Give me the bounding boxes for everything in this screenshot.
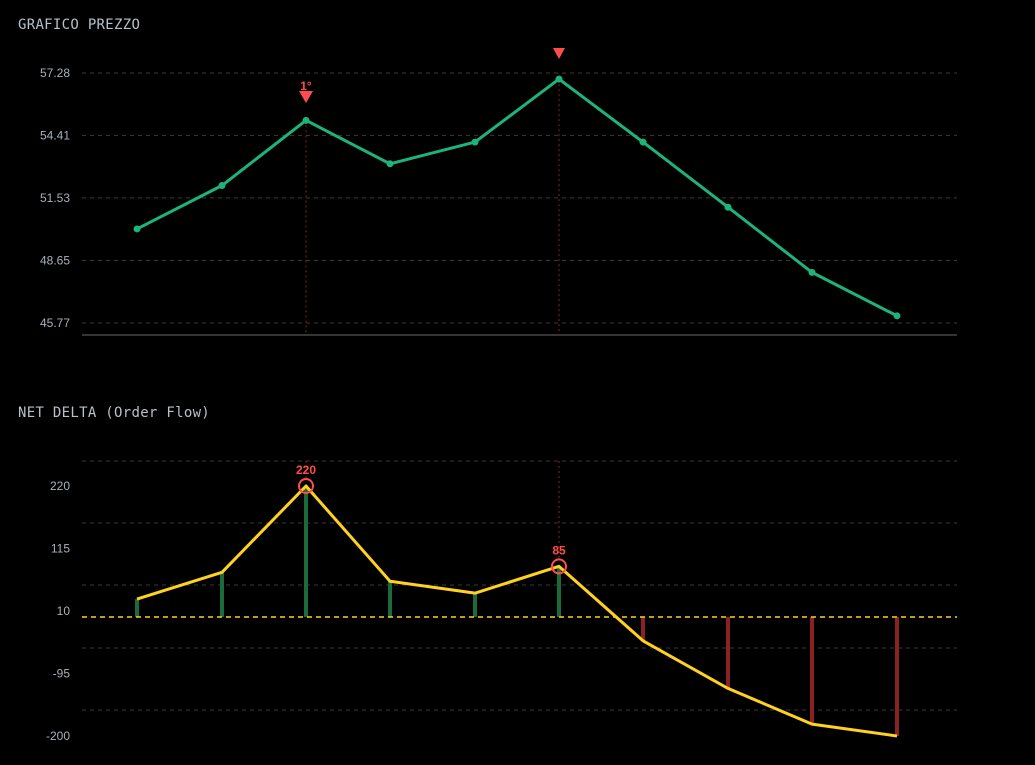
peak-marker-icon <box>553 48 565 59</box>
price-point <box>639 138 647 146</box>
price-point <box>218 182 226 190</box>
price-point <box>302 116 310 124</box>
price-y-tick: 57.28 <box>40 66 70 80</box>
delta-highlight-label: 85 <box>552 543 566 557</box>
price-point <box>386 160 394 168</box>
delta-highlight-ring <box>551 558 567 575</box>
delta-bar-positive <box>473 593 477 617</box>
price-point <box>471 138 479 146</box>
price-point <box>133 225 141 233</box>
delta-bar-negative <box>895 616 899 736</box>
delta-series-line <box>136 484 898 738</box>
price-y-tick: 48.65 <box>40 253 70 267</box>
delta-bar-positive <box>388 581 392 617</box>
delta-highlight-ring <box>298 478 314 494</box>
delta-bar-negative <box>726 616 730 689</box>
delta-bar-positive <box>135 599 139 617</box>
price-y-tick: 51.53 <box>40 191 70 205</box>
delta-bar-negative <box>810 616 814 725</box>
peak-marker-icon <box>299 91 313 103</box>
delta-bar-positive <box>304 486 308 617</box>
price-point <box>724 203 732 211</box>
delta-y-tick: 115 <box>51 542 70 556</box>
delta-y-tick: 220 <box>50 479 70 493</box>
price-chart-title: GRAFICO PREZZO <box>18 17 141 33</box>
price-series-line <box>136 77 898 318</box>
price-y-tick: 54.41 <box>40 128 70 142</box>
price-point <box>555 75 563 83</box>
delta-highlight-label: 220 <box>296 463 316 477</box>
price-point <box>893 312 901 320</box>
delta-y-tick: -95 <box>53 667 71 681</box>
price-marker-label: 1° <box>300 79 312 93</box>
price-y-tick: 45.77 <box>40 316 70 330</box>
delta-bar-positive <box>557 566 561 617</box>
delta-chart-title: NET DELTA (Order Flow) <box>18 405 211 421</box>
price-point <box>808 268 816 276</box>
delta-y-tick: -200 <box>46 729 70 743</box>
delta-y-tick: 10 <box>57 604 71 618</box>
delta-bar-negative <box>641 616 645 641</box>
delta-bar-positive <box>220 572 224 617</box>
